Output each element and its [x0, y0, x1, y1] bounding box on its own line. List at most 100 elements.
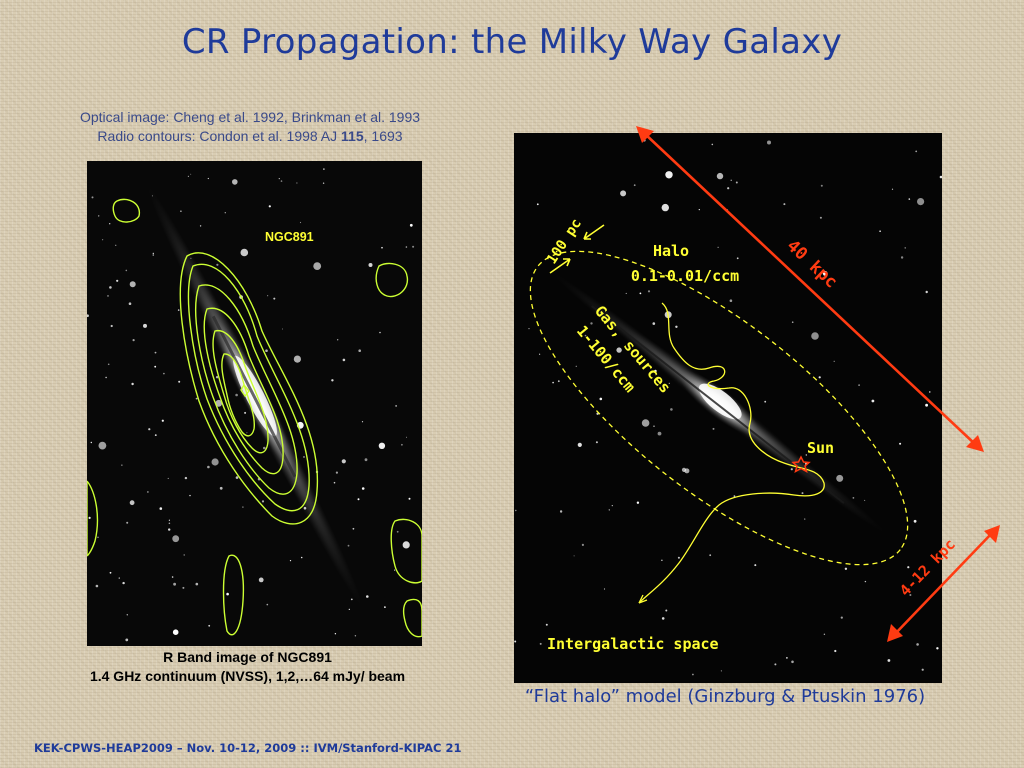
star — [665, 609, 668, 612]
star — [611, 505, 613, 507]
star — [115, 244, 117, 246]
star — [107, 363, 110, 366]
star — [716, 172, 724, 180]
star — [184, 476, 188, 480]
star — [840, 616, 843, 619]
star — [180, 210, 182, 212]
star — [653, 425, 655, 428]
star — [102, 239, 104, 241]
star — [402, 541, 410, 549]
star — [709, 554, 712, 557]
star — [754, 564, 757, 567]
star — [907, 566, 910, 569]
star — [87, 314, 89, 317]
star — [90, 441, 92, 444]
star — [161, 419, 164, 422]
star — [698, 209, 700, 211]
credits-radio: Radio contours: Condon et al. 1998 AJ 11… — [20, 127, 480, 146]
star — [154, 365, 157, 368]
star — [172, 535, 180, 543]
star — [331, 379, 334, 382]
star — [207, 465, 210, 469]
halo-density-label: 0.1-0.01/ccm — [631, 267, 739, 285]
star — [299, 221, 302, 224]
star — [774, 663, 777, 666]
star — [858, 384, 860, 386]
star — [909, 594, 912, 596]
slide-footer: KEK-CPWS-HEAP2009 – Nov. 10-12, 2009 :: … — [34, 741, 462, 755]
star — [357, 498, 360, 501]
star — [584, 334, 587, 337]
star — [313, 262, 322, 270]
star — [361, 487, 365, 490]
star — [273, 297, 276, 300]
star — [226, 592, 229, 596]
star — [147, 491, 149, 493]
star — [727, 209, 729, 210]
star — [122, 581, 125, 585]
star — [929, 391, 931, 393]
star — [148, 428, 151, 431]
star — [154, 434, 157, 436]
caption-continuum: 1.4 GHz continuum (NVSS), 1,2,…64 mJy/ b… — [89, 668, 406, 684]
star — [599, 397, 603, 401]
star — [408, 497, 411, 500]
sun-star-icon — [791, 455, 811, 474]
star — [168, 528, 171, 531]
star — [791, 660, 794, 664]
star — [852, 497, 855, 499]
halo-label: Halo — [653, 242, 689, 260]
star — [224, 212, 226, 214]
star — [913, 519, 917, 523]
credits-radio-prefix: Radio contours: Condon et al. 1998 AJ — [97, 128, 342, 144]
star — [822, 271, 828, 276]
ngc891-image: NGC891 — [87, 161, 422, 646]
star — [126, 521, 129, 524]
star — [636, 501, 640, 504]
star — [240, 248, 249, 257]
star — [581, 543, 584, 546]
star — [278, 178, 280, 180]
star — [557, 380, 560, 383]
star — [364, 458, 368, 462]
star — [384, 606, 386, 608]
star — [818, 376, 821, 379]
star — [625, 292, 627, 294]
star — [904, 247, 906, 249]
star — [195, 582, 199, 586]
star — [783, 203, 786, 206]
star — [900, 256, 904, 259]
slide-title: CR Propagation: the Milky Way Galaxy — [181, 22, 843, 62]
star — [189, 494, 191, 497]
galaxy-disk — [147, 186, 363, 606]
star — [647, 290, 651, 293]
star — [514, 640, 517, 643]
flat-halo-image: 100 pc Halo 0.1-0.01/ccm Gas, sources 1-… — [514, 133, 942, 683]
flat-halo-caption: “Flat halo” model (Ginzburg & Ptuskin 19… — [524, 686, 926, 707]
credits-radio-volume: 115 — [341, 128, 364, 144]
star — [172, 629, 179, 635]
star — [322, 182, 325, 184]
star — [128, 302, 132, 305]
star — [681, 467, 687, 472]
star — [235, 476, 239, 479]
star — [303, 456, 305, 458]
star — [823, 633, 826, 635]
star — [864, 499, 866, 501]
ngc891-svg: NGC891 — [87, 161, 422, 646]
star — [917, 198, 925, 206]
star — [235, 393, 238, 397]
star — [641, 419, 650, 427]
star — [401, 443, 403, 446]
trajectory-arrowhead — [638, 594, 648, 604]
star — [129, 281, 136, 288]
star — [261, 500, 265, 503]
star — [293, 355, 301, 363]
star — [168, 519, 170, 521]
star — [396, 530, 399, 533]
star — [98, 441, 107, 450]
star — [88, 516, 91, 519]
star — [552, 381, 554, 384]
star — [925, 403, 928, 407]
star — [97, 536, 99, 539]
